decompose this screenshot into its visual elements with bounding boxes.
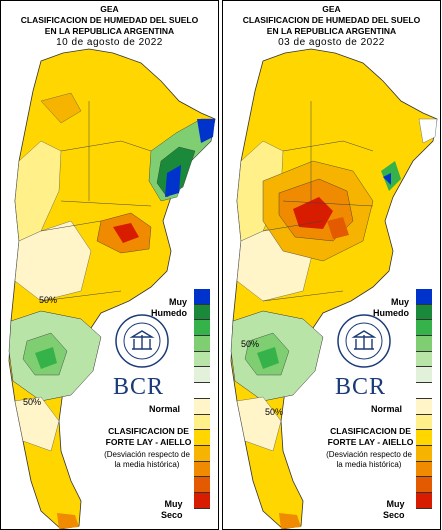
- legend-muy-seco-label: Muy Seco: [161, 499, 183, 520]
- bcr-seal-logo: [115, 314, 169, 368]
- map-date: 03 de agosto de 2022: [278, 37, 385, 48]
- legend-swatch: [416, 320, 432, 337]
- legend-swatch: [416, 414, 432, 431]
- contour-label: 50%: [241, 339, 259, 349]
- soil-moisture-map-right: 50% 50%: [230, 48, 438, 529]
- legend-swatch: [194, 351, 210, 368]
- legend-swatch: [416, 430, 432, 446]
- title-line-1: CLASIFICACION DE HUMEDAD DEL SUELO: [242, 15, 421, 25]
- bcr-brand: BCR: [335, 374, 387, 400]
- legend-swatch: [194, 414, 210, 431]
- map-title: GEA CLASIFICACION DE HUMEDAD DEL SUELO E…: [1, 4, 218, 48]
- soil-moisture-map-panel-left: 50% 50% GEA CLASIFICACION DE HUMEDAD DEL…: [0, 0, 219, 530]
- legend-swatch: [416, 461, 432, 478]
- title-line-1: CLASIFICACION DE HUMEDAD DEL SUELO: [20, 15, 199, 25]
- legend-swatch: [416, 477, 432, 493]
- legend-swatch: [194, 492, 210, 509]
- contour-label: 50%: [39, 295, 57, 305]
- legend-swatch: [194, 461, 210, 478]
- legend-color-bar: [416, 289, 432, 509]
- contour-label: 50%: [23, 397, 41, 407]
- legend-swatch: [194, 367, 210, 384]
- legend-swatch: [194, 289, 210, 305]
- legend-color-bar: [194, 289, 210, 509]
- legend-swatch: [416, 398, 432, 415]
- bcr-seal-logo: [337, 314, 391, 368]
- soil-moisture-map-left: 50% 50%: [8, 48, 216, 529]
- legend-swatch: [416, 289, 432, 305]
- soil-moisture-map-panel-right: 50% 50% GEA CLASIFICACION DE HUMEDAD DEL…: [222, 0, 441, 530]
- classification-title: CLASIFICACION DE FORTE LAY - AIELLO: [105, 426, 192, 447]
- legend-muy-humedo-label: Muy Humedo: [373, 297, 409, 318]
- bcr-brand: BCR: [113, 374, 165, 400]
- classification-subtitle: (Desviación respecto de la media históri…: [326, 450, 412, 469]
- legend-muy-seco-label: Muy Seco: [383, 499, 405, 520]
- legend-swatch: [194, 445, 210, 462]
- legend-swatch: [194, 398, 210, 415]
- map-title: GEA CLASIFICACION DE HUMEDAD DEL SUELO E…: [223, 4, 440, 48]
- legend-swatch: [194, 336, 210, 352]
- legend-swatch: [194, 304, 210, 321]
- org-label: GEA: [322, 4, 341, 14]
- legend-normal-label: Normal: [149, 404, 181, 414]
- legend-normal-label: Normal: [371, 404, 403, 414]
- legend-swatch: [416, 445, 432, 462]
- legend-swatch: [194, 430, 210, 446]
- legend-swatch: [416, 304, 432, 321]
- contour-label: 50%: [265, 407, 283, 417]
- classification-subtitle: (Desviación respecto de la media históri…: [104, 450, 190, 469]
- title-line-2: EN LA REPUBLICA ARGENTINA: [44, 26, 175, 36]
- title-line-2: EN LA REPUBLICA ARGENTINA: [266, 26, 397, 36]
- map-date: 10 de agosto de 2022: [56, 37, 163, 48]
- legend-swatch: [416, 367, 432, 384]
- legend-swatch: [194, 383, 210, 399]
- legend-swatch: [194, 320, 210, 337]
- classification-title: CLASIFICACION DE FORTE LAY - AIELLO: [327, 426, 414, 447]
- legend-swatch: [416, 492, 432, 509]
- legend-swatch: [416, 336, 432, 352]
- legend-swatch: [416, 383, 432, 399]
- org-label: GEA: [100, 4, 119, 14]
- legend-muy-humedo-label: Muy Humedo: [151, 297, 187, 318]
- legend-swatch: [416, 351, 432, 368]
- legend-swatch: [194, 477, 210, 493]
